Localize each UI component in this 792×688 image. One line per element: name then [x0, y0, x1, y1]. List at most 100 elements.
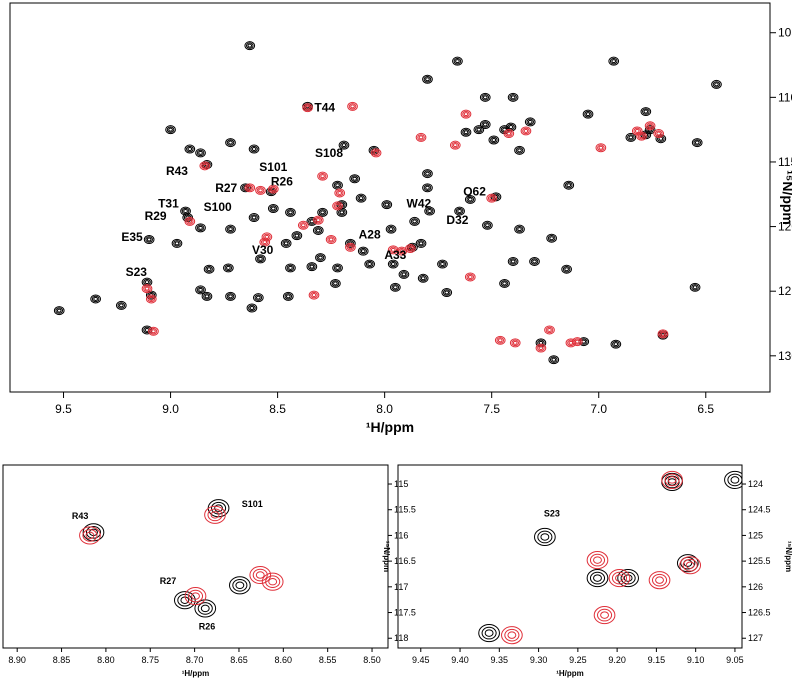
- contour: [256, 295, 261, 300]
- contour: [270, 187, 276, 192]
- contour: [682, 558, 698, 572]
- contour: [462, 129, 470, 136]
- contour: [203, 293, 211, 300]
- contour: [225, 224, 236, 234]
- contour: [422, 74, 433, 84]
- contour: [509, 258, 517, 265]
- x-tick-label: 8.60: [275, 655, 293, 665]
- y-tick-label: 110: [778, 90, 792, 104]
- contour: [309, 264, 315, 269]
- contour: [676, 554, 699, 573]
- contour: [488, 135, 500, 145]
- contour: [267, 203, 279, 213]
- contour: [355, 193, 367, 203]
- contour: [538, 346, 544, 351]
- contour: [548, 355, 560, 365]
- contour: [399, 249, 405, 254]
- contour: [348, 103, 357, 110]
- contour: [418, 135, 424, 140]
- contour: [347, 101, 358, 111]
- contour: [228, 140, 233, 145]
- peak: [509, 338, 521, 348]
- contour: [148, 296, 154, 301]
- peak: [312, 215, 324, 225]
- peak: [115, 300, 127, 310]
- contour: [312, 225, 324, 235]
- peak: [711, 79, 722, 89]
- contour: [600, 611, 609, 619]
- contour: [425, 171, 430, 176]
- contour: [245, 184, 254, 192]
- contour: [200, 604, 210, 613]
- contour: [532, 259, 537, 264]
- contour: [270, 206, 276, 211]
- peak: [535, 343, 547, 353]
- contour: [247, 185, 253, 190]
- peak-label: A33: [384, 248, 406, 262]
- contour: [226, 139, 235, 146]
- contour: [613, 342, 619, 347]
- peak: [195, 223, 206, 233]
- peak: [297, 220, 309, 230]
- peak: [355, 193, 367, 203]
- contour: [508, 125, 514, 130]
- peak: [499, 278, 510, 288]
- peak: [661, 470, 683, 489]
- contour: [311, 293, 317, 298]
- peak: [255, 185, 266, 195]
- contour: [489, 196, 495, 201]
- contour: [438, 260, 447, 268]
- contour: [515, 147, 524, 154]
- peak: [184, 587, 207, 606]
- peak: [225, 138, 236, 148]
- peak: [464, 194, 476, 204]
- contour: [423, 170, 432, 177]
- peak: [460, 109, 472, 119]
- peak: [255, 254, 266, 264]
- peak-label: V30: [252, 243, 274, 257]
- peak-label: S108: [315, 146, 343, 160]
- x-tick-label: 6.5: [697, 402, 714, 416]
- peak: [244, 41, 256, 51]
- contour: [644, 121, 656, 131]
- contour: [335, 183, 340, 188]
- contour: [452, 56, 463, 66]
- contour: [93, 296, 98, 301]
- contour: [204, 505, 226, 524]
- contour: [186, 218, 194, 225]
- contour: [207, 508, 223, 522]
- contour: [187, 147, 193, 152]
- contour: [482, 220, 493, 230]
- contour: [479, 92, 491, 102]
- peaks: [53, 41, 722, 365]
- contour: [586, 551, 609, 570]
- contour: [235, 581, 245, 590]
- contour: [187, 589, 204, 603]
- peak: [514, 145, 525, 155]
- contour: [183, 209, 188, 214]
- contour: [291, 231, 303, 241]
- contour: [659, 330, 667, 338]
- contour: [302, 103, 313, 113]
- contour: [417, 134, 425, 141]
- contour: [523, 128, 529, 133]
- contour: [352, 176, 358, 181]
- contour: [494, 335, 506, 345]
- contour: [689, 282, 701, 292]
- peak-label: E35: [121, 230, 143, 244]
- contour: [308, 263, 316, 270]
- contour: [368, 145, 380, 155]
- contour: [199, 161, 211, 171]
- contour: [398, 269, 410, 279]
- contour: [510, 95, 516, 100]
- peak: [653, 129, 665, 139]
- contour: [384, 202, 390, 207]
- peak: [679, 556, 702, 575]
- contour: [333, 281, 338, 286]
- peak: [452, 56, 463, 66]
- contour: [241, 184, 250, 192]
- peak: [415, 238, 427, 248]
- peak: [387, 259, 399, 269]
- peak: [617, 569, 639, 588]
- contour: [267, 184, 279, 194]
